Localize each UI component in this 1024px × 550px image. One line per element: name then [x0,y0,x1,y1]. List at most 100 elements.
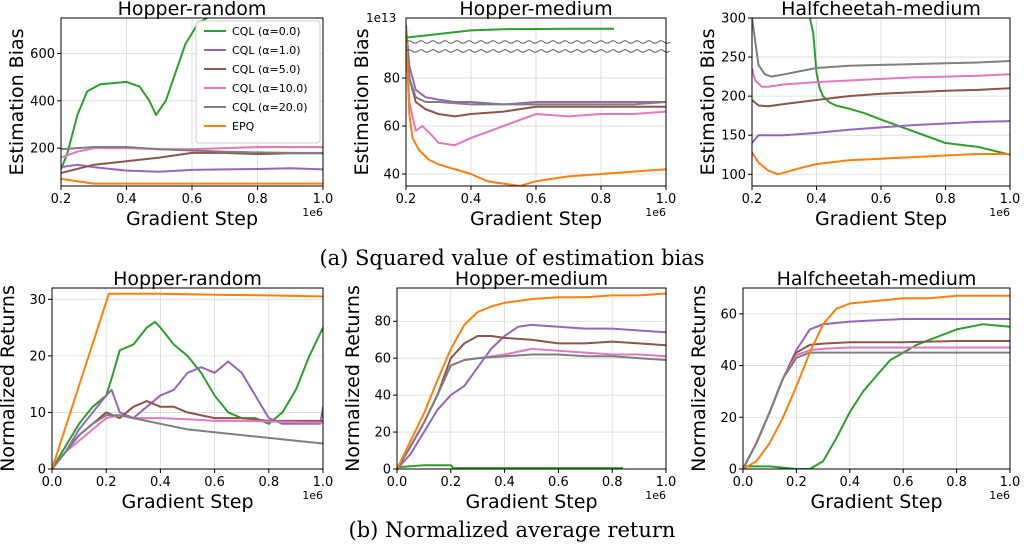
series-line-cql-0 [61,18,210,170]
caption-b: (b) Normalized average return [348,518,676,542]
y-axis-label: Estimation Bias [697,28,719,175]
chart-panel-5: 0.0 0.2 0.4 0.6 0.8 1.0 0 20 40 60 80 1e6 Hopper-med… [342,268,676,513]
y-tick-label: 0 [729,463,737,478]
x-tick-label: 0.6 [204,475,225,490]
x-tick-label: 0.4 [494,475,515,490]
series-line-epq [743,294,1010,469]
series-line-epq [406,29,666,186]
chart-panel-1: 0.2 0.4 0.6 0.8 1.0 200 400 600 1e6 Hopper-random… [6,0,333,230]
chart-title: Hopper-random [118,0,267,20]
x-tick-label: 1.0 [313,192,334,207]
x-tick-label: 1.0 [313,475,334,490]
x-tick-label: 0.8 [935,192,956,207]
series-line-cql-20 [743,351,1010,469]
x-tick-label: 1.0 [1000,475,1021,490]
x-tick-label: 0.2 [742,192,763,207]
y-tick-label: 250 [721,51,746,66]
chart-panel-4: 0.0 0.2 0.4 0.6 0.8 1.0 0 10 20 30 1e6 Hopper-rando… [0,268,333,513]
x-tick-label: 0.2 [440,475,461,490]
x-tick-label: 0.0 [42,475,63,490]
chart-panel-2: 1e13 0.2 0.4 0.6 0.8 1.0 40 60 80 1e6 Hopper-mediu… [351,0,676,230]
y-tick-label: 60 [383,120,400,135]
x-tick-label: 0.2 [786,475,807,490]
series-group [743,294,1010,469]
series-group [61,18,323,185]
y-tick-label: 20 [29,349,46,364]
x-tick-label: 0.2 [96,475,117,490]
x-tick-label: 1.0 [1000,192,1021,207]
x-tick-label: 0.6 [893,475,914,490]
y-tick-label: 0 [38,463,46,478]
y-tick-label: 150 [721,129,746,144]
axis-multiplier-x: 1e6 [302,489,323,502]
legend-label-epq: EPQ [232,120,255,133]
axis-multiplier-x: 1e6 [989,206,1010,219]
series-line-epq [61,177,323,185]
series-line-cql-20 [752,18,1010,78]
series-group [752,18,1010,176]
y-tick-label: 600 [30,47,55,62]
series-line-cql-1 [406,25,666,106]
axis-multiplier-x: 1e6 [302,206,323,219]
legend-frame [195,20,321,144]
chart-title: Halfcheetah-medium [777,268,977,290]
y-tick-label: 400 [30,94,55,109]
series-line-cql-10 [752,68,1010,88]
series-line-cql-5 [743,340,1010,469]
x-tick-label: 0.2 [396,192,417,207]
axis-break-mark [405,49,671,53]
x-tick-label: 0.0 [733,475,754,490]
series-line-cql-20 [61,146,323,154]
series-line-cql-0 [743,323,1010,469]
x-tick-label: 0.8 [247,192,268,207]
x-tick-label: 0.4 [839,475,860,490]
x-tick-label: 0.6 [871,192,892,207]
y-axis-label: Normalized Returns [688,285,710,472]
axis-break-mark [405,40,671,44]
x-tick-label: 0.6 [548,475,569,490]
x-tick-label: 0.8 [591,192,612,207]
y-tick-label: 40 [720,359,737,374]
x-axis-label: Gradient Step [126,208,258,230]
series-line-cql-0-upper [405,27,614,39]
x-tick-label: 1.0 [656,475,677,490]
legend-label-cql-0: CQL (α=0.0) [232,25,301,38]
y-tick-label: 20 [720,411,737,426]
x-axis-label: Gradient Step [815,208,947,230]
x-tick-label: 0.8 [602,475,623,490]
y-tick-label: 300 [721,12,746,27]
chart-panel-3: 0.2 0.4 0.6 0.8 1.0 100 150 200 250 300 1e6 Halfche… [697,0,1020,230]
series-group [397,292,666,469]
legend-label-cql-5: CQL (α=5.0) [232,63,301,76]
legend-label-cql-10: CQL (α=10.0) [232,82,308,95]
series-line-epq [397,292,666,469]
axis-multiplier-x: 1e6 [989,489,1010,502]
x-tick-label: 1.0 [656,192,677,207]
x-axis-label: Gradient Step [122,491,254,513]
series-line-cql-5 [752,87,1010,108]
series-line-cql-20 [397,353,666,469]
x-tick-label: 0.8 [946,475,967,490]
x-tick-label: 0.8 [258,475,279,490]
chart-panel-6: 0.0 0.2 0.4 0.6 0.8 1.0 0 20 40 60 1e6 Halfcheetah-… [688,268,1020,513]
x-axis-label: Gradient Step [470,208,602,230]
y-tick-label: 40 [383,168,400,183]
y-tick-label: 80 [374,315,391,330]
series-line-cql-10 [406,34,666,147]
series-group [52,292,323,469]
series-line-cql-10 [52,414,323,469]
y-axis-label: Estimation Bias [6,28,28,175]
y-tick-label: 60 [720,307,737,322]
series-group [406,25,666,186]
chart-title: Hopper-medium [459,0,612,20]
axis-multiplier-x: 1e6 [645,489,666,502]
x-tick-label: 0.2 [51,192,72,207]
y-axis-label: Normalized Returns [342,285,364,472]
series-line-epq [52,292,323,469]
y-tick-label: 60 [374,352,391,367]
axes-frame [396,287,667,470]
y-tick-label: 200 [721,90,746,105]
axes-frame [742,287,1011,470]
x-tick-label: 0.6 [182,192,203,207]
